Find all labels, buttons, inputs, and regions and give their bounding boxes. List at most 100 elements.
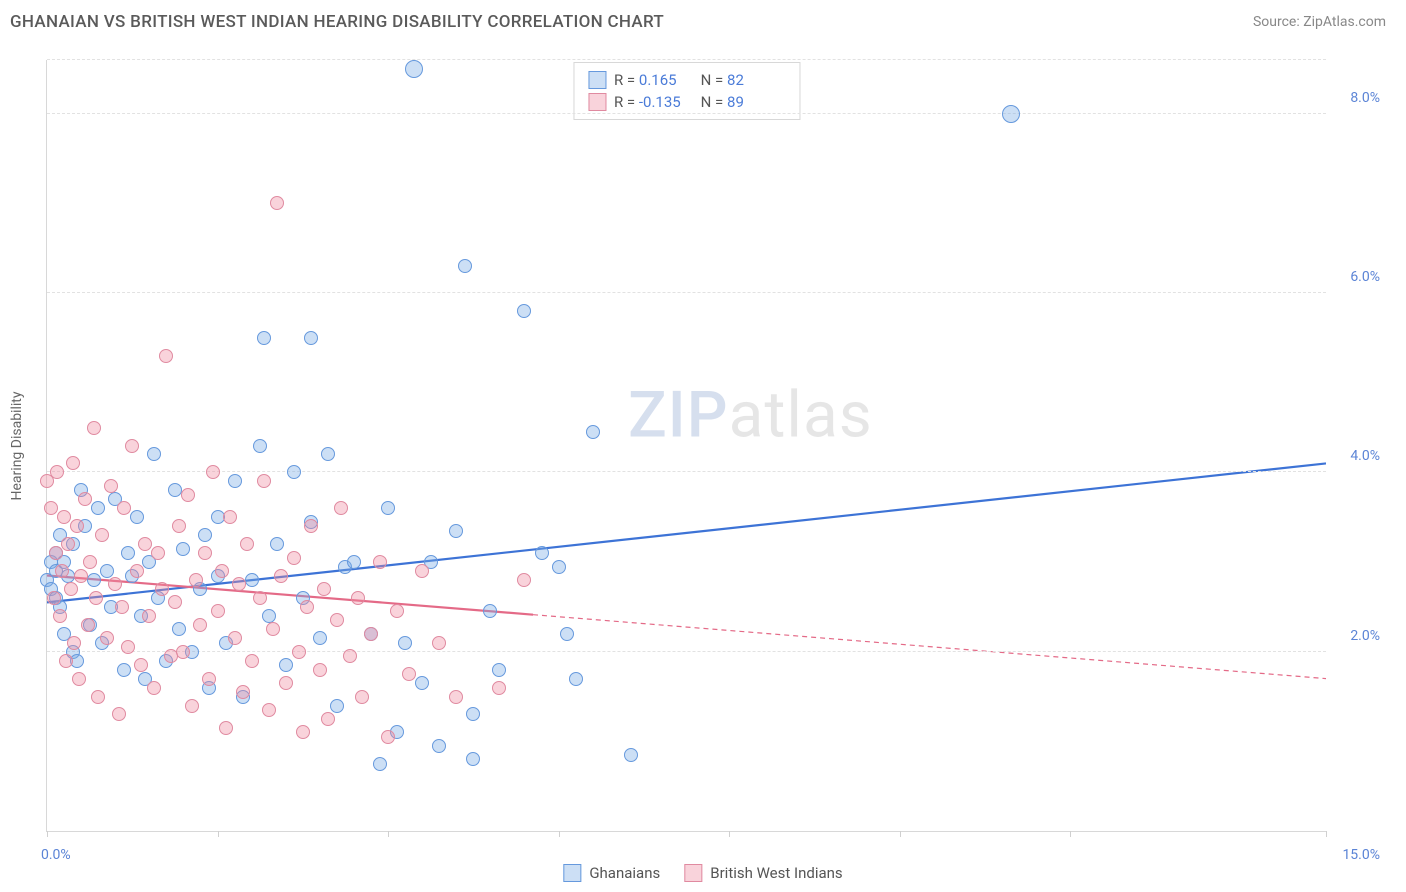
scatter-point [253, 591, 267, 605]
gridline-h [47, 113, 1326, 114]
scatter-point [81, 618, 95, 632]
scatter-point [466, 752, 480, 766]
scatter-point [50, 465, 64, 479]
x-tick [729, 831, 730, 837]
scatter-point [458, 259, 472, 273]
scatter-point [449, 690, 463, 704]
scatter-point [287, 465, 301, 479]
scatter-point [483, 604, 497, 618]
scatter-point [270, 537, 284, 551]
scatter-point [321, 447, 335, 461]
scatter-point [279, 658, 293, 672]
trendlines-layer [47, 60, 1326, 831]
scatter-point [304, 519, 318, 533]
x-tick [47, 831, 48, 837]
stats-legend: R = 0.165 N = 82 R = -0.135 N = 89 [573, 62, 800, 120]
gridline-h [47, 59, 1326, 60]
scatter-point [206, 465, 220, 479]
scatter-point [87, 421, 101, 435]
scatter-point [560, 627, 574, 641]
scatter-point [351, 591, 365, 605]
scatter-point [415, 676, 429, 690]
y-tick-label: 2.0% [1350, 628, 1380, 644]
scatter-point [223, 510, 237, 524]
y-tick-label: 4.0% [1350, 448, 1380, 464]
scatter-point [569, 672, 583, 686]
x-tick-label: 15.0% [1342, 847, 1380, 863]
scatter-point [64, 582, 78, 596]
scatter-point [130, 510, 144, 524]
scatter-point [279, 676, 293, 690]
x-tick [388, 831, 389, 837]
scatter-point [100, 564, 114, 578]
scatter-point [432, 636, 446, 650]
gridline-h [47, 651, 1326, 652]
scatter-point [66, 456, 80, 470]
scatter-point [262, 609, 276, 623]
scatter-point [402, 667, 416, 681]
scatter-point [449, 524, 463, 538]
scatter-point [115, 600, 129, 614]
scatter-point [432, 739, 446, 753]
scatter-point [125, 439, 139, 453]
scatter-point [172, 622, 186, 636]
scatter-point [304, 331, 318, 345]
scatter-point [405, 60, 423, 78]
scatter-point [89, 591, 103, 605]
scatter-point [492, 663, 506, 677]
series-legend: Ghanaians British West Indians [563, 864, 842, 882]
chart-plot-area: Hearing Disability R = 0.165 N = 82R = -… [46, 60, 1326, 832]
legend-swatch [684, 864, 702, 882]
scatter-point [364, 627, 378, 641]
scatter-point [202, 672, 216, 686]
y-tick-label: 6.0% [1350, 269, 1380, 285]
scatter-point [466, 707, 480, 721]
scatter-point [95, 528, 109, 542]
scatter-point [176, 645, 190, 659]
scatter-point [211, 604, 225, 618]
legend-item: Ghanaians [563, 864, 660, 882]
scatter-point [236, 685, 250, 699]
watermark-zip: ZIP [628, 377, 729, 452]
scatter-point [321, 712, 335, 726]
legend-label: British West Indians [710, 864, 842, 882]
x-tick [218, 831, 219, 837]
scatter-point [398, 636, 412, 650]
scatter-point [347, 555, 361, 569]
scatter-point [330, 613, 344, 627]
scatter-point [300, 600, 314, 614]
scatter-point [270, 196, 284, 210]
scatter-point [287, 551, 301, 565]
scatter-point [274, 569, 288, 583]
stats-text: R = -0.135 N = 89 [614, 93, 785, 111]
source-label: Source: ZipAtlas.com [1253, 14, 1386, 30]
scatter-point [59, 654, 73, 668]
scatter-point [72, 672, 86, 686]
scatter-point [373, 555, 387, 569]
stats-text: R = 0.165 N = 82 [614, 71, 785, 89]
scatter-point [138, 537, 152, 551]
scatter-point [189, 573, 203, 587]
scatter-point [381, 730, 395, 744]
scatter-point [257, 474, 271, 488]
scatter-point [624, 748, 638, 762]
scatter-point [1002, 105, 1020, 123]
scatter-point [552, 560, 566, 574]
legend-swatch [588, 71, 606, 89]
scatter-point [181, 488, 195, 502]
scatter-point [292, 645, 306, 659]
scatter-point [83, 555, 97, 569]
scatter-point [117, 501, 131, 515]
y-tick-label: 8.0% [1350, 90, 1380, 106]
scatter-point [112, 707, 126, 721]
scatter-point [44, 501, 58, 515]
x-tick [559, 831, 560, 837]
trendline-dashed [533, 615, 1326, 679]
scatter-point [343, 649, 357, 663]
x-tick-label: 0.0% [41, 847, 71, 863]
legend-label: Ghanaians [589, 864, 660, 882]
scatter-point [130, 564, 144, 578]
scatter-point [70, 519, 84, 533]
x-tick [1070, 831, 1071, 837]
scatter-point [78, 492, 92, 506]
